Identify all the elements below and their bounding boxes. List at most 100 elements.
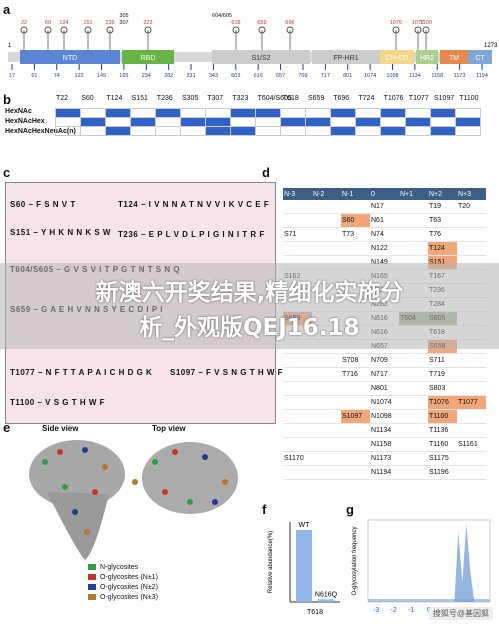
- glycosite-dot: [202, 454, 208, 460]
- legend-label: O-glycosites (N±3): [100, 593, 158, 601]
- glycan-cell: [405, 108, 431, 118]
- domain-label-5: HR2: [420, 55, 434, 62]
- glycosite-dot: [187, 499, 193, 505]
- glycan-cell: [155, 108, 181, 118]
- glycan-cell: [380, 108, 406, 118]
- domain-label-1: RBD: [141, 55, 156, 62]
- g-tick-2: -1: [408, 607, 414, 614]
- top-glyco-2: [60, 26, 68, 34]
- site-label-4: 149: [97, 73, 106, 79]
- glycan-cell: [155, 126, 181, 136]
- glycosite-dot: [162, 489, 168, 495]
- top-red-label-10: 1077: [412, 20, 424, 26]
- site-cell: T20: [457, 200, 486, 214]
- site-cell: S1170: [283, 451, 312, 466]
- g-y-label: O-glycosylation frequency: [352, 526, 358, 595]
- site-cell: N74: [370, 227, 399, 242]
- site-cell: [283, 200, 312, 214]
- glycan-cell: [380, 126, 406, 136]
- glycan-cell: [455, 117, 481, 127]
- top-red-label-9: 1076: [390, 20, 402, 26]
- glycan-row-label: HexNAcHex: [5, 118, 45, 125]
- site-cell: S60: [341, 213, 370, 228]
- site-row: N1074 T1076 T1077: [283, 395, 486, 410]
- legend-label: N-glycosites: [100, 563, 139, 571]
- glycan-col-header: T307: [207, 95, 224, 102]
- glycosite-dot: [72, 509, 78, 515]
- glycan-cell: [255, 126, 281, 136]
- glycosite-dot: [82, 447, 88, 453]
- site-cell: [312, 437, 341, 452]
- glycan-cell: [305, 126, 331, 136]
- glycan-col-header: T696: [333, 95, 350, 102]
- site-label-12: 657: [276, 73, 285, 79]
- glycan-row-label: HexNAcHexNeuAc(n): [5, 128, 76, 135]
- site-col-header: N-2: [312, 188, 341, 200]
- sequence-position: T124 –: [118, 200, 149, 209]
- glycan-cell: [105, 108, 131, 118]
- site-label-6: 234: [142, 73, 151, 79]
- site-cell: [457, 353, 486, 368]
- top-glyco-10: [414, 26, 422, 34]
- site-cell: [312, 200, 341, 214]
- site-cell: [312, 409, 341, 424]
- sequence-position: T236 –: [118, 230, 149, 239]
- domain-6: [440, 50, 468, 64]
- sequence-row: T236 – E P L V D L P I G I N I T R F: [118, 230, 265, 239]
- glycan-cell: [455, 108, 481, 118]
- glycan-cell: [180, 117, 206, 127]
- legend-item: O-glycosites (N±1): [88, 572, 158, 582]
- glycan-table: [55, 108, 481, 136]
- glycan-cell: [405, 117, 431, 127]
- glycan-col-header: S60: [81, 95, 94, 102]
- site-cell: [399, 395, 428, 410]
- site-cell: T19: [428, 200, 457, 214]
- f-y-label: Relative abundance(%): [268, 531, 274, 593]
- top-black-label-1: 307: [119, 20, 128, 26]
- sequence-residues: N F T T A P A I C H D G K: [45, 368, 153, 377]
- site-label-21: 1194: [476, 73, 488, 79]
- f-bar-0: [296, 530, 312, 602]
- site-cell: [399, 227, 428, 242]
- glycan-cell: [130, 126, 156, 136]
- glycosite-dot: [84, 529, 90, 535]
- site-cell: S1161: [457, 437, 486, 452]
- glycosite-dot: [212, 499, 218, 505]
- site-label-8: 331: [186, 73, 195, 79]
- site-cell: [283, 465, 312, 480]
- site-cell: N1173: [370, 451, 399, 466]
- site-cell: [312, 227, 341, 242]
- glycan-cell: [305, 108, 331, 118]
- site-cell: [399, 423, 428, 438]
- g-peak-area: [454, 524, 475, 602]
- sequence-residues: Y H K N N K S W: [40, 228, 111, 237]
- site-label-18: 1134: [409, 73, 421, 79]
- site-label-11: 616: [254, 73, 263, 79]
- site-label-20: 1173: [454, 73, 466, 79]
- glycosite-dot: [92, 489, 98, 495]
- site-row: N17 T19 T20: [283, 200, 486, 214]
- frequency-chart: O-glycosylation frequency-3-2-10123: [352, 519, 491, 614]
- top-red-label-4: 236: [105, 20, 114, 26]
- bar-chart: Relative abundance(%) T618 WT N616Q: [268, 522, 340, 616]
- glycan-cell: [355, 108, 381, 118]
- glycan-cell: [130, 117, 156, 127]
- legend-item: N-glycosites: [88, 562, 158, 572]
- site-cell: S1097: [341, 409, 370, 424]
- site-cell: N1134: [370, 423, 399, 438]
- structure-legend: N-glycosites O-glycosites (N±1) O-glycosit…: [88, 562, 158, 602]
- site-cell: N1158: [370, 437, 399, 452]
- site-cell: N801: [370, 381, 399, 396]
- site-cell: [341, 200, 370, 214]
- glycan-cell: [455, 126, 481, 136]
- top-glyco-7: [258, 26, 266, 34]
- sequence-position: S60 –: [10, 200, 37, 209]
- site-row: N122 T124: [283, 241, 486, 256]
- sequence-residues: F V S N G T H W F: [206, 368, 283, 377]
- site-label-5: 165: [119, 73, 128, 79]
- legend-swatch: [88, 574, 96, 580]
- site-cell: S711: [428, 353, 457, 368]
- site-cell: S708: [341, 353, 370, 368]
- top-red-label-8: 696: [285, 20, 294, 26]
- panel-a-letter: a: [3, 2, 11, 17]
